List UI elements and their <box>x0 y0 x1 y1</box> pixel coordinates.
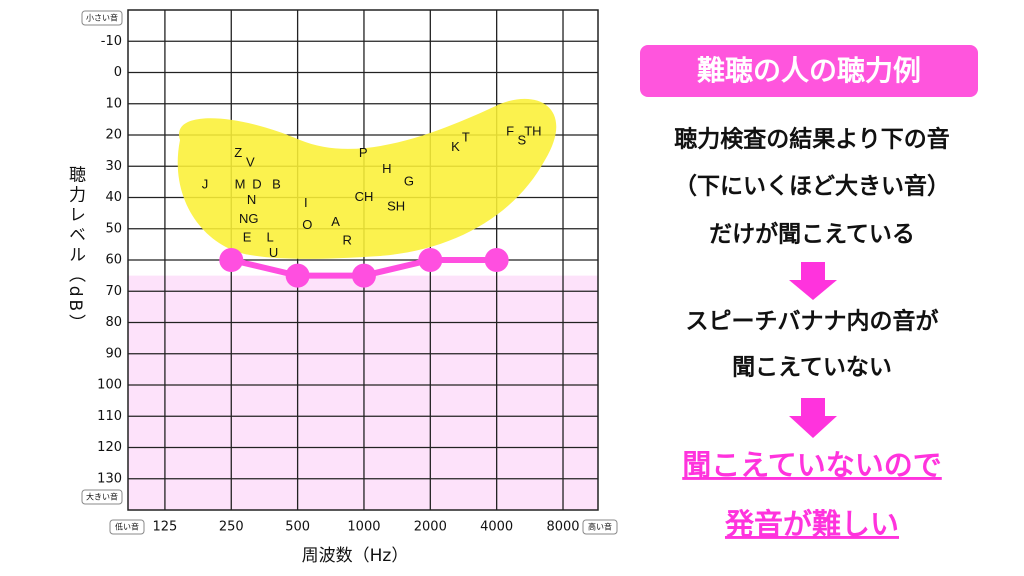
phoneme: G <box>404 173 414 188</box>
y-tick-label: 130 <box>97 471 122 486</box>
y-tick-label: 110 <box>97 409 122 424</box>
arrow <box>789 398 837 438</box>
top-label: 小さい音 <box>86 13 118 23</box>
phoneme: S <box>517 133 526 148</box>
panel-line: （下にいくほど大きい音） <box>674 173 950 200</box>
x-tick-label: 4000 <box>480 520 513 535</box>
x-tick-label: 250 <box>219 520 244 535</box>
conclusion: 聞こえていないので <box>682 448 942 482</box>
phoneme: R <box>342 233 351 248</box>
y-tick-label: 50 <box>105 221 122 236</box>
phoneme: T <box>462 130 470 145</box>
arrow <box>789 262 837 300</box>
phoneme: D <box>252 176 261 191</box>
phoneme: O <box>302 217 312 232</box>
conclusion: 発音が難しい <box>724 507 899 541</box>
label-box <box>582 519 618 535</box>
y-tick-label: 30 <box>105 159 122 174</box>
y-tick-label: 60 <box>105 253 122 268</box>
phoneme: H <box>382 161 391 176</box>
y-tick-label: 120 <box>97 440 122 455</box>
phoneme: Z <box>234 145 242 160</box>
phoneme: V <box>246 155 255 170</box>
panel-line: だけが聞こえている <box>709 221 915 248</box>
phoneme: P <box>359 145 368 160</box>
panel-title: 難聴の人の聴力例 <box>697 54 921 87</box>
y-tick-label: 0 <box>114 65 122 80</box>
phoneme: NG <box>239 211 259 226</box>
data-point <box>285 263 310 288</box>
panel-line: 聴力検査の結果より下の音 <box>674 126 950 153</box>
label-box <box>109 519 145 535</box>
x-tick-label: 2000 <box>414 520 447 535</box>
phoneme: F <box>506 123 514 138</box>
panel-line: スピーチバナナ内の音が <box>686 308 939 335</box>
y-tick-label: 40 <box>105 190 122 205</box>
speech-banana <box>177 98 557 259</box>
y-tick-label: -10 <box>101 34 122 49</box>
data-point <box>351 263 376 288</box>
bottom-label: 大きい音 <box>86 492 118 502</box>
data-point <box>484 248 509 272</box>
panel-title-box <box>640 45 978 97</box>
y-tick-label: 100 <box>97 378 122 393</box>
phoneme: I <box>304 195 308 210</box>
x-tick-label: 1000 <box>347 520 380 535</box>
phoneme: SH <box>387 198 405 213</box>
phoneme: N <box>247 192 256 207</box>
y-tick-label: 80 <box>105 315 122 330</box>
shaded-region <box>128 275 598 510</box>
phoneme: M <box>235 176 246 191</box>
y-axis-title: 聴力レベル（dB） <box>65 166 86 335</box>
label-box <box>81 10 123 26</box>
phoneme: E <box>243 230 252 245</box>
phoneme: TH <box>524 123 541 138</box>
data-point <box>418 248 443 272</box>
left-label: 低い音 <box>115 522 139 532</box>
phoneme: K <box>451 139 460 154</box>
phoneme: U <box>269 245 278 260</box>
x-tick-label: 500 <box>285 520 310 535</box>
y-tick-label: 10 <box>105 96 122 111</box>
phoneme: CH <box>355 189 374 204</box>
y-tick-label: 90 <box>105 346 122 361</box>
right-label: 高い音 <box>588 522 612 532</box>
phoneme: B <box>272 176 281 191</box>
panel-line: 聞こえていない <box>732 355 892 381</box>
plot-frame <box>127 9 599 511</box>
phoneme: A <box>331 214 340 229</box>
data-point <box>219 248 244 272</box>
phoneme: L <box>266 230 273 245</box>
x-tick-label: 125 <box>153 520 178 535</box>
x-axis-title: 周波数（Hz） <box>302 546 409 566</box>
label-box <box>81 489 123 505</box>
x-tick-label: 8000 <box>546 520 579 535</box>
y-tick-label: 70 <box>105 284 122 299</box>
phoneme: J <box>202 176 209 191</box>
y-tick-label: 20 <box>105 128 122 143</box>
